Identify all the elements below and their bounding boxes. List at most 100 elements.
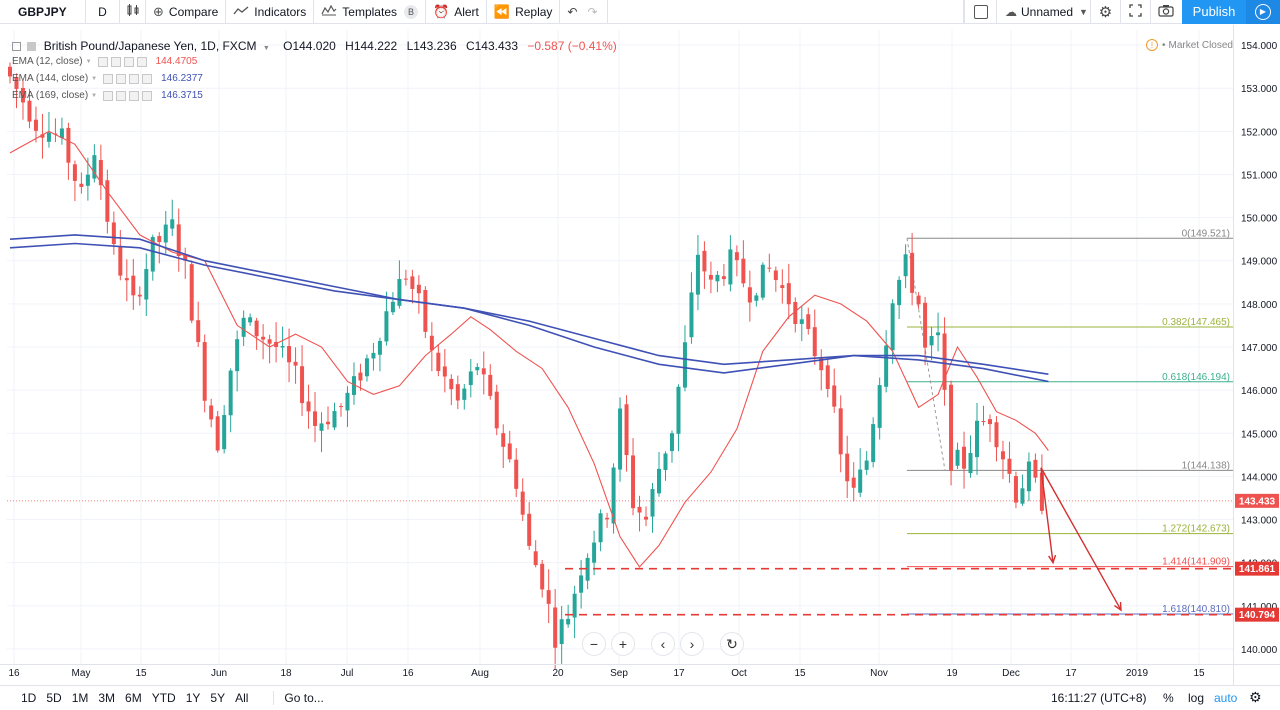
- price-axis[interactable]: 154.000 153.000 152.000 151.000 150.000 149.0…: [1233, 25, 1280, 685]
- candle-body: [949, 384, 954, 471]
- candle-body: [605, 517, 610, 520]
- indicator-row-ema12[interactable]: EMA (12, close) ▼ 144.4705: [12, 56, 197, 67]
- candle-body: [300, 366, 305, 404]
- candle-body: [131, 275, 136, 296]
- time-tick-label: 2019: [1126, 668, 1149, 679]
- scroll-right-button[interactable]: ›: [680, 632, 704, 656]
- templates-button[interactable]: Templates B: [314, 0, 426, 24]
- candle-body: [118, 246, 123, 276]
- undo-icon[interactable]: ↶: [567, 4, 578, 19]
- candle-body: [858, 469, 863, 493]
- candle-body: [1007, 458, 1012, 474]
- candle-body: [183, 254, 188, 261]
- layout-menu[interactable]: ☁ Unnamed ▼: [996, 0, 1090, 24]
- collapse-icon[interactable]: [12, 42, 21, 52]
- layout-name: Unnamed: [1021, 4, 1074, 19]
- snapshot-button[interactable]: [1150, 0, 1180, 24]
- range-1m[interactable]: 1M: [71, 691, 89, 705]
- price-tick-label: 143.000: [1241, 516, 1278, 527]
- range-5d[interactable]: 5D: [46, 691, 62, 705]
- zoom-out-button[interactable]: −: [582, 632, 606, 656]
- indicator-row-ema144[interactable]: EMA (144, close) ▼ 146.2377: [12, 73, 203, 84]
- auto-toggle[interactable]: auto: [1214, 691, 1238, 705]
- candle-body: [553, 607, 558, 648]
- high-value: H144.222: [345, 39, 398, 53]
- candle-body: [767, 267, 772, 269]
- rewind-icon: ⏪: [493, 3, 511, 19]
- interval-button[interactable]: D: [86, 0, 120, 24]
- candles-icon: [126, 3, 140, 20]
- candle-body: [734, 252, 739, 261]
- log-toggle[interactable]: log: [1188, 691, 1205, 705]
- price-tick-label: 149.000: [1241, 257, 1278, 268]
- zoom-in-button[interactable]: +: [611, 632, 635, 656]
- fullscreen-checkbox[interactable]: [964, 0, 996, 24]
- candle-body: [903, 254, 908, 277]
- alert-button[interactable]: ⏰ Alert: [426, 0, 487, 24]
- time-tick-label: 17: [673, 668, 685, 679]
- compare-label: Compare: [168, 4, 219, 19]
- candle-body: [916, 295, 921, 305]
- price-label-bg: [1235, 493, 1279, 508]
- redo-icon[interactable]: ↷: [587, 4, 598, 19]
- candle-body: [14, 77, 19, 89]
- range-1y[interactable]: 1Y: [185, 691, 201, 705]
- goto-button[interactable]: Go to...: [273, 691, 324, 705]
- time-axis[interactable]: 16 May 15 Jun 18 Jul 16 Aug 20 Sep 17 Oct 15 Nov 19 Dec…: [0, 664, 1280, 680]
- fullscreen-button[interactable]: [1120, 0, 1150, 24]
- time-tick-label: May: [72, 668, 91, 679]
- reset-chart-button[interactable]: ↻: [720, 632, 744, 656]
- candle-body: [650, 489, 655, 517]
- plus-icon: +: [618, 636, 628, 652]
- change-value: −0.587 (−0.41%): [527, 39, 617, 53]
- symbol-search[interactable]: GBPJPY: [0, 0, 86, 24]
- candle-body: [501, 433, 506, 447]
- indicator-buttons[interactable]: [103, 90, 155, 101]
- range-3m[interactable]: 3M: [98, 691, 116, 705]
- chevron-left-icon: ‹: [660, 636, 666, 652]
- candle-body: [994, 422, 999, 448]
- candle-body: [222, 415, 227, 450]
- candle-body: [293, 361, 298, 366]
- time-tick-label: 18: [280, 668, 292, 679]
- range-6m[interactable]: 6M: [125, 691, 142, 705]
- time-tick-label: 16: [8, 668, 20, 679]
- candle-body: [429, 335, 434, 351]
- candle-body: [157, 236, 162, 243]
- price-label: 141.861: [1239, 564, 1276, 575]
- percent-toggle[interactable]: %: [1163, 691, 1174, 705]
- indicator-buttons[interactable]: [97, 56, 150, 67]
- compare-button[interactable]: ⊕ Compare: [146, 0, 227, 24]
- indicators-icon: [233, 4, 249, 19]
- gear-icon[interactable]: ⚙: [1249, 689, 1262, 705]
- candle-body: [351, 376, 356, 395]
- range-ytd[interactable]: YTD: [151, 691, 176, 705]
- indicators-label: Indicators: [254, 4, 307, 19]
- indicator-label: EMA (144, close): [12, 73, 89, 84]
- range-all[interactable]: All: [235, 691, 249, 705]
- candle-body: [66, 127, 71, 163]
- clock[interactable]: 16:11:27 (UTC+8): [1051, 691, 1147, 705]
- publish-play-button[interactable]: ▶: [1246, 0, 1280, 24]
- candle-body: [1020, 488, 1025, 504]
- candle-body: [287, 346, 292, 363]
- candle-body: [871, 424, 876, 463]
- scroll-left-button[interactable]: ‹: [651, 632, 675, 656]
- time-tick-label: 16: [402, 668, 414, 679]
- play-icon: ▶: [1255, 3, 1271, 20]
- publish-button[interactable]: Publish: [1182, 0, 1246, 24]
- candle-body: [59, 128, 64, 139]
- candle-body: [494, 391, 499, 429]
- range-5y[interactable]: 5Y: [210, 691, 226, 705]
- indicator-row-ema169[interactable]: EMA (169, close) ▼ 146.3715: [12, 90, 203, 101]
- price-chart[interactable]: 0(149.521) 0.382(147.465) 0.618(146.194) 1(…: [0, 25, 1280, 685]
- candle-body: [228, 370, 233, 416]
- replay-button[interactable]: ⏪ Replay: [487, 0, 561, 24]
- candle-body: [371, 352, 376, 359]
- indicators-button[interactable]: Indicators: [226, 0, 315, 24]
- chart-style-button[interactable]: [120, 0, 146, 24]
- settings-button[interactable]: ⚙: [1090, 0, 1120, 24]
- indicator-buttons[interactable]: [103, 73, 155, 84]
- range-1d[interactable]: 1D: [21, 691, 37, 705]
- candle-body: [124, 278, 129, 281]
